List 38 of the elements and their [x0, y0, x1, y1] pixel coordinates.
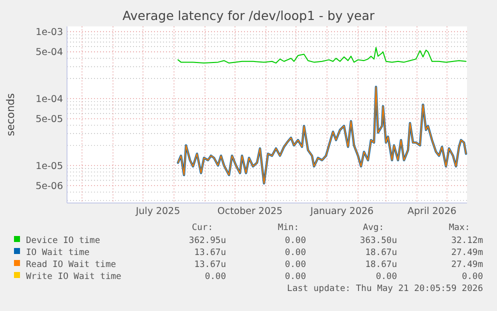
- text: 0.00: [376, 272, 397, 282]
- text: 18.67u: [365, 260, 397, 270]
- y-axis-title: seconds: [5, 93, 17, 136]
- text: Last update: Thu May 21 20:05:59 2026: [287, 284, 483, 294]
- text: Min:: [278, 223, 299, 233]
- x-tick-label: April 2026: [408, 206, 456, 217]
- y-tick-label: 5e-06: [36, 180, 63, 192]
- text: 13.67u: [194, 260, 226, 270]
- text: 0.00: [284, 272, 306, 282]
- text: 0.00: [462, 272, 483, 282]
- text: Max:: [448, 223, 470, 233]
- legend-label: Write IO Wait time: [26, 272, 122, 282]
- x-tick-label: January 2026: [309, 206, 374, 217]
- text: 0.00: [204, 272, 226, 282]
- text: 32.12m: [451, 236, 483, 246]
- y-tick-label: 5e-05: [36, 114, 63, 126]
- y-tick-label: 1e-05: [36, 160, 63, 172]
- x-tick-label: October 2025: [217, 206, 283, 217]
- legend-label: IO Wait time: [26, 248, 90, 258]
- y-tick-label: 1e-04: [36, 94, 63, 105]
- legend-label: Read IO Wait time: [26, 260, 116, 270]
- text: 362.95u: [188, 236, 226, 246]
- y-tick-label: 1e-03: [36, 27, 63, 38]
- y-tick-label: 5e-04: [36, 47, 63, 58]
- line-series: [178, 47, 466, 64]
- text: 13.67u: [194, 248, 226, 258]
- text: 18.67u: [365, 248, 397, 258]
- text: 27.49m: [451, 248, 483, 258]
- chart-title: Average latency for /dev/loop1 - by year: [122, 8, 376, 23]
- text: Avg:: [362, 223, 384, 233]
- text: 0.00: [284, 260, 306, 270]
- text: Cur:: [192, 223, 213, 233]
- text: 0.00: [284, 236, 306, 246]
- legend-label: Device IO time: [26, 236, 100, 246]
- x-tick-label: July 2025: [134, 206, 180, 217]
- text: 363.50u: [360, 236, 397, 246]
- text: 0.00: [284, 248, 306, 258]
- text: 27.49m: [451, 260, 483, 270]
